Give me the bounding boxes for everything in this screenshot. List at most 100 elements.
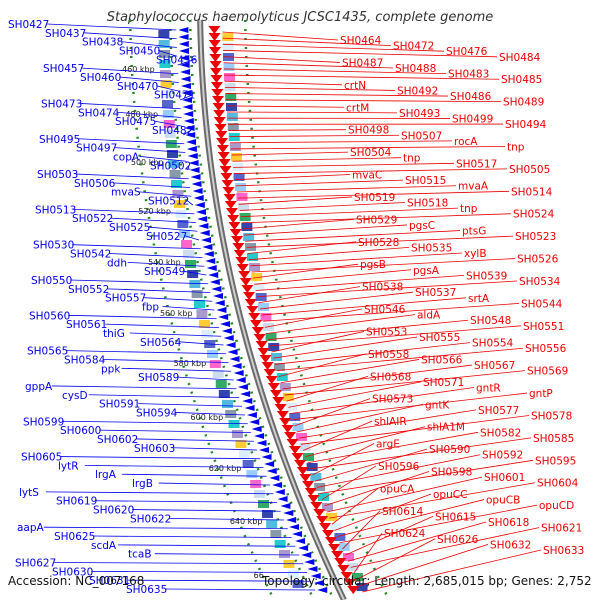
cog-block bbox=[258, 500, 269, 508]
forward-gene-arrow bbox=[229, 229, 242, 237]
gene-leader-left bbox=[129, 332, 222, 337]
cog-block bbox=[265, 333, 277, 341]
gene-leader-right bbox=[251, 258, 516, 273]
forward-gene-arrow bbox=[337, 565, 350, 573]
cog-block bbox=[235, 440, 247, 448]
forward-gene-arrow bbox=[211, 89, 224, 97]
gene-leader-right bbox=[225, 93, 449, 97]
forward-gene-arrow bbox=[334, 558, 347, 566]
gene-leader-left bbox=[132, 509, 281, 512]
gene-label-left: SH0438 bbox=[82, 37, 123, 49]
forward-gene-arrow bbox=[227, 215, 240, 223]
gene-leader-right bbox=[225, 99, 502, 103]
gene-leader-left bbox=[66, 350, 227, 355]
gene-label-left: cysD bbox=[62, 390, 88, 402]
forward-gene-arrow bbox=[216, 145, 229, 153]
gc-ring-3 bbox=[168, 19, 316, 600]
cog-block bbox=[165, 140, 177, 148]
gene-leader-right bbox=[222, 43, 445, 52]
cog-block bbox=[262, 510, 274, 518]
forward-gene-arrow bbox=[276, 411, 289, 419]
reverse-gene-arrow bbox=[186, 139, 197, 145]
reverse-gene-arrow bbox=[185, 132, 196, 138]
gene-leader-right bbox=[224, 74, 500, 80]
gene-leader-right bbox=[240, 207, 459, 218]
gene-label-right: shlAIR bbox=[374, 416, 407, 428]
gene-label-right: SH0569 bbox=[527, 366, 568, 378]
gene-leader-right bbox=[247, 241, 357, 254]
gene-leader-left bbox=[70, 279, 209, 285]
gene-leader-right bbox=[353, 532, 383, 574]
gene-label-right: SH0566 bbox=[421, 354, 463, 366]
gene-label-left: copA bbox=[113, 151, 140, 163]
reverse-gene-arrow bbox=[206, 265, 217, 271]
gene-label-left: aapA bbox=[17, 522, 45, 534]
forward-gene-arrow bbox=[233, 250, 246, 258]
reverse-gene-arrow bbox=[251, 426, 262, 432]
reverse-gene-arrow bbox=[242, 398, 253, 404]
gene-label-right: SH0578 bbox=[531, 410, 572, 422]
forward-gene-arrow bbox=[257, 348, 270, 356]
cog-block bbox=[292, 580, 304, 588]
gene-leader-left bbox=[156, 85, 180, 92]
forward-gene-arrow bbox=[239, 278, 252, 286]
gene-label-right: SH0555 bbox=[419, 332, 460, 344]
forward-gene-arrow bbox=[214, 124, 227, 132]
gene-leader-right bbox=[326, 476, 483, 513]
reverse-gene-arrow bbox=[181, 90, 192, 96]
cog-block bbox=[266, 520, 278, 528]
gene-leader-right bbox=[236, 185, 457, 193]
reverse-gene-arrow bbox=[277, 496, 288, 502]
gene-leader-right bbox=[290, 387, 475, 414]
gene-label-right: pgsA bbox=[413, 265, 440, 277]
backbone-highlight bbox=[199, 19, 345, 600]
genome-stats-text: Topology: circular; Length: 2,685,015 bp… bbox=[262, 574, 592, 588]
gene-leader-right bbox=[271, 331, 365, 353]
forward-gene-arrow bbox=[209, 54, 222, 62]
forward-gene-arrow bbox=[291, 453, 304, 461]
gene-leader-left bbox=[165, 588, 316, 591]
cog-block bbox=[356, 583, 368, 591]
gene-label-left: lytS bbox=[19, 487, 39, 499]
gene-label-left: SH0527 bbox=[146, 231, 187, 243]
gene-leader-right bbox=[309, 437, 532, 470]
scale-label: 540 kbp bbox=[148, 258, 181, 267]
gene-leader-left bbox=[45, 491, 274, 495]
gene-leader-left bbox=[173, 447, 258, 451]
gene-label-right: SH0633 bbox=[543, 545, 584, 557]
gene-label-right: SH0486 bbox=[450, 91, 492, 103]
gene-leader-right bbox=[232, 157, 402, 162]
gene-label-right: SH0598 bbox=[431, 467, 472, 479]
reverse-gene-arrow bbox=[183, 118, 194, 124]
gene-leader-left bbox=[103, 359, 229, 363]
gene-leader-right bbox=[244, 224, 408, 236]
forward-gene-arrow bbox=[218, 159, 231, 167]
cog-block bbox=[183, 250, 194, 258]
gene-label-left: SH0635 bbox=[126, 584, 167, 596]
gene-label-left: mvaS bbox=[111, 187, 141, 199]
gene-label-right: SH0568 bbox=[370, 371, 411, 383]
gene-label-left: SH0602 bbox=[97, 434, 138, 446]
gene-label-right: SH0498 bbox=[348, 125, 389, 137]
forward-gene-arrow bbox=[286, 439, 299, 447]
gene-leader-right bbox=[359, 544, 489, 587]
gene-label-right: SH0529 bbox=[356, 214, 397, 226]
cog-block bbox=[226, 103, 237, 111]
forward-gene-arrow bbox=[235, 257, 248, 265]
forward-gene-arrow bbox=[296, 467, 309, 475]
gene-leader-right bbox=[319, 459, 534, 494]
reverse-gene-arrow bbox=[246, 412, 257, 418]
gene-leader-left bbox=[109, 253, 203, 258]
cog-block bbox=[287, 570, 299, 578]
gene-label-left: SH0530 bbox=[33, 240, 74, 252]
gene-label-right: SH0528 bbox=[358, 237, 399, 249]
gene-leader-left bbox=[54, 562, 304, 565]
gene-label-left: lrgB bbox=[132, 478, 153, 490]
gene-label-left: SH0471 bbox=[154, 90, 195, 102]
gene-label-right: SH0621 bbox=[541, 523, 582, 535]
cog-block bbox=[310, 473, 322, 481]
gene-label-right: SH0556 bbox=[525, 343, 567, 355]
gene-leader-right bbox=[316, 454, 481, 488]
gene-leader-right bbox=[260, 291, 414, 310]
reverse-gene-arrow bbox=[280, 503, 291, 509]
